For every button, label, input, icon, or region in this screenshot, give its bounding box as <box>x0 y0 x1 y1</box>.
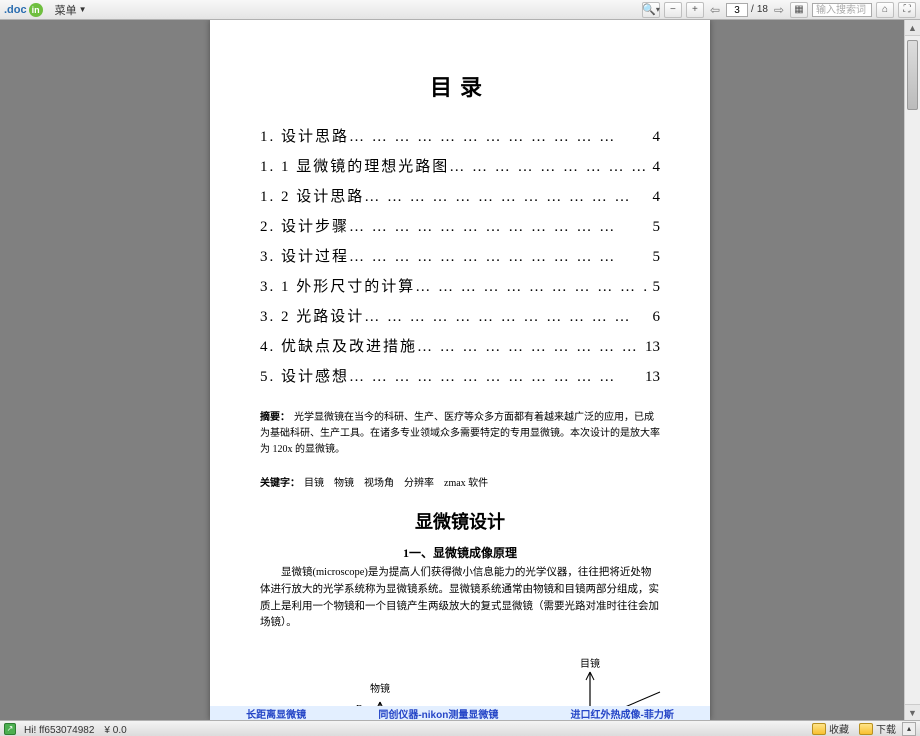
zoom-tool-button[interactable]: 🔍▾ <box>642 2 660 18</box>
toc-page: 4 <box>649 122 661 152</box>
bookmark-button[interactable]: ⌂ <box>876 2 894 18</box>
toc-row: 1. 2 设计思路 … … … … … … … … … … … …4 <box>260 182 660 212</box>
toc-dots: … … … … … … … … … … … … <box>364 182 648 212</box>
toc-page: 13 <box>641 332 660 362</box>
menu-button[interactable]: 菜单 ▼ <box>55 2 87 18</box>
status-bar: ↗ Hi! ff653074982 ¥ 0.0 收藏 下载 ▴ <box>0 720 920 736</box>
toc-page: 5 <box>649 272 661 302</box>
toolbar-right-group: 🔍▾ − + ⇦ 3 / 18 ⇨ ▦ 输入搜索词 ⌂ ⛶ <box>642 2 916 18</box>
ad-link-2[interactable]: 同创仪器-nikon测量显微镜 <box>378 706 498 721</box>
toc-title: 目录 <box>260 70 660 102</box>
toc-page: 6 <box>649 302 661 332</box>
toc-dots: … … … … … … … … … … … … <box>364 302 648 332</box>
page-indicator: 3 / 18 <box>726 3 768 17</box>
magnifier-icon: 🔍 <box>642 3 656 16</box>
next-page-button[interactable]: ⇨ <box>772 3 786 17</box>
toc-row: 4. 优缺点及改进措施 … … … … … … … … … … … …13 <box>260 332 660 362</box>
paragraph: 显微镜(microscope)是为提高人们获得微小信息能力的光学仪器，往往把将近… <box>260 565 660 632</box>
toc-row: 1. 1 显微镜的理想光路图 … … … … … … … … … … … …4 <box>260 152 660 182</box>
keywords-text: 目镜 物镜 视场角 分辨率 zmax 软件 <box>304 478 488 489</box>
logo[interactable]: .doc in <box>4 3 43 17</box>
chevron-down-icon: ▾ <box>656 5 660 14</box>
toc-label: 5. 设计感想 <box>260 362 349 392</box>
table-of-contents: 1. 设计思路 … … … … … … … … … … … …41. 1 显微镜… <box>260 122 660 392</box>
top-toolbar: .doc in 菜单 ▼ 🔍▾ − + ⇦ 3 / 18 ⇨ ▦ 输入搜索词 ⌂… <box>0 0 920 20</box>
logo-badge: in <box>29 3 43 17</box>
prev-page-button[interactable]: ⇦ <box>708 3 722 17</box>
section-title: 显微镜设计 <box>260 508 660 534</box>
status-text: Hi! ff653074982 ¥ 0.0 <box>24 721 127 736</box>
search-input[interactable]: 输入搜索词 <box>812 3 872 17</box>
toc-label: 4. 优缺点及改进措施 <box>260 332 417 362</box>
toc-page: 13 <box>641 362 660 392</box>
toc-row: 1. 设计思路 … … … … … … … … … … … …4 <box>260 122 660 152</box>
toc-label: 3. 2 光路设计 <box>260 302 364 332</box>
thumbnails-button[interactable]: ▦ <box>790 2 808 18</box>
toc-label: 1. 1 显微镜的理想光路图 <box>260 152 449 182</box>
toc-page: 5 <box>649 242 661 272</box>
vertical-scrollbar[interactable]: ▲ ▼ <box>904 20 920 720</box>
toc-row: 3. 2 光路设计 … … … … … … … … … … … …6 <box>260 302 660 332</box>
page-canvas: 目录 1. 设计思路 … … … … … … … … … … … …41. 1 … <box>210 20 710 720</box>
label-obj: 物镜 <box>370 682 390 695</box>
ad-link-3[interactable]: 进口红外热成像-菲力斯 <box>571 706 674 721</box>
menu-label: 菜单 <box>55 2 77 18</box>
ad-link-bar: 长距离显微镜 同创仪器-nikon测量显微镜 进口红外热成像-菲力斯 <box>210 706 710 720</box>
fullscreen-button[interactable]: ⛶ <box>898 2 916 18</box>
ad-link-1[interactable]: 长距离显微镜 <box>246 706 306 721</box>
toc-label: 1. 2 设计思路 <box>260 182 364 212</box>
zoom-in-button[interactable]: + <box>686 2 704 18</box>
download-button[interactable]: 下载 <box>859 721 896 736</box>
subsection-title: 1一、显微镜成像原理 <box>260 544 660 561</box>
toc-dots: … … … … … … … … … … … … <box>417 332 641 362</box>
status-scroll-up[interactable]: ▴ <box>902 722 916 736</box>
toc-label: 3. 1 外形尺寸的计算 <box>260 272 415 302</box>
chevron-down-icon: ▼ <box>79 5 87 14</box>
toc-label: 3. 设计过程 <box>260 242 349 272</box>
favorite-button[interactable]: 收藏 <box>812 721 849 736</box>
toc-dots: … … … … … … … … … … … … <box>349 212 648 242</box>
toc-row: 5. 设计感想 … … … … … … … … … … … …13 <box>260 362 660 392</box>
page-sep: / <box>751 4 754 15</box>
toc-dots: … … … … … … … … … … … … <box>349 242 648 272</box>
toc-page: 4 <box>649 152 661 182</box>
keywords-label: 关键字： <box>260 478 300 489</box>
toc-row: 2. 设计步骤 … … … … … … … … … … … …5 <box>260 212 660 242</box>
toc-page: 5 <box>649 212 661 242</box>
scroll-thumb[interactable] <box>907 40 918 110</box>
document-viewer: 目录 1. 设计思路 … … … … … … … … … … … …41. 1 … <box>0 20 920 720</box>
favorite-label: 收藏 <box>829 721 849 736</box>
toc-dots: … … … … … … … … … … … … <box>449 152 648 182</box>
abstract-text: 光学显微镜在当今的科研、生产、医疗等众多方面都有着越来越广泛的应用，已成为基础科… <box>260 412 660 455</box>
toc-dots: … … … … … … … … … … … … <box>415 272 648 302</box>
download-label: 下载 <box>876 721 896 736</box>
toc-row: 3. 设计过程 … … … … … … … … … … … …5 <box>260 242 660 272</box>
toc-dots: … … … … … … … … … … … … <box>349 362 641 392</box>
logo-text: .doc <box>4 4 27 16</box>
abstract-block: 摘要：光学显微镜在当今的科研、生产、医疗等众多方面都有着越来越广泛的应用，已成为… <box>260 410 660 458</box>
page-total: 18 <box>757 4 768 15</box>
scroll-down-button[interactable]: ▼ <box>905 704 920 720</box>
zoom-out-button[interactable]: − <box>664 2 682 18</box>
star-icon <box>812 723 826 735</box>
page-current-input[interactable]: 3 <box>726 3 748 17</box>
share-icon[interactable]: ↗ <box>4 723 16 735</box>
toc-label: 2. 设计步骤 <box>260 212 349 242</box>
toc-label: 1. 设计思路 <box>260 122 349 152</box>
toc-dots: … … … … … … … … … … … … <box>349 122 648 152</box>
toc-row: 3. 1 外形尺寸的计算 … … … … … … … … … … … …5 <box>260 272 660 302</box>
abstract-label: 摘要： <box>260 412 290 423</box>
scroll-up-button[interactable]: ▲ <box>905 20 920 36</box>
toc-page: 4 <box>649 182 661 212</box>
download-icon <box>859 723 873 735</box>
keywords-block: 关键字： 目镜 物镜 视场角 分辨率 zmax 软件 <box>260 476 660 492</box>
label-eye: 目镜 <box>580 657 600 670</box>
